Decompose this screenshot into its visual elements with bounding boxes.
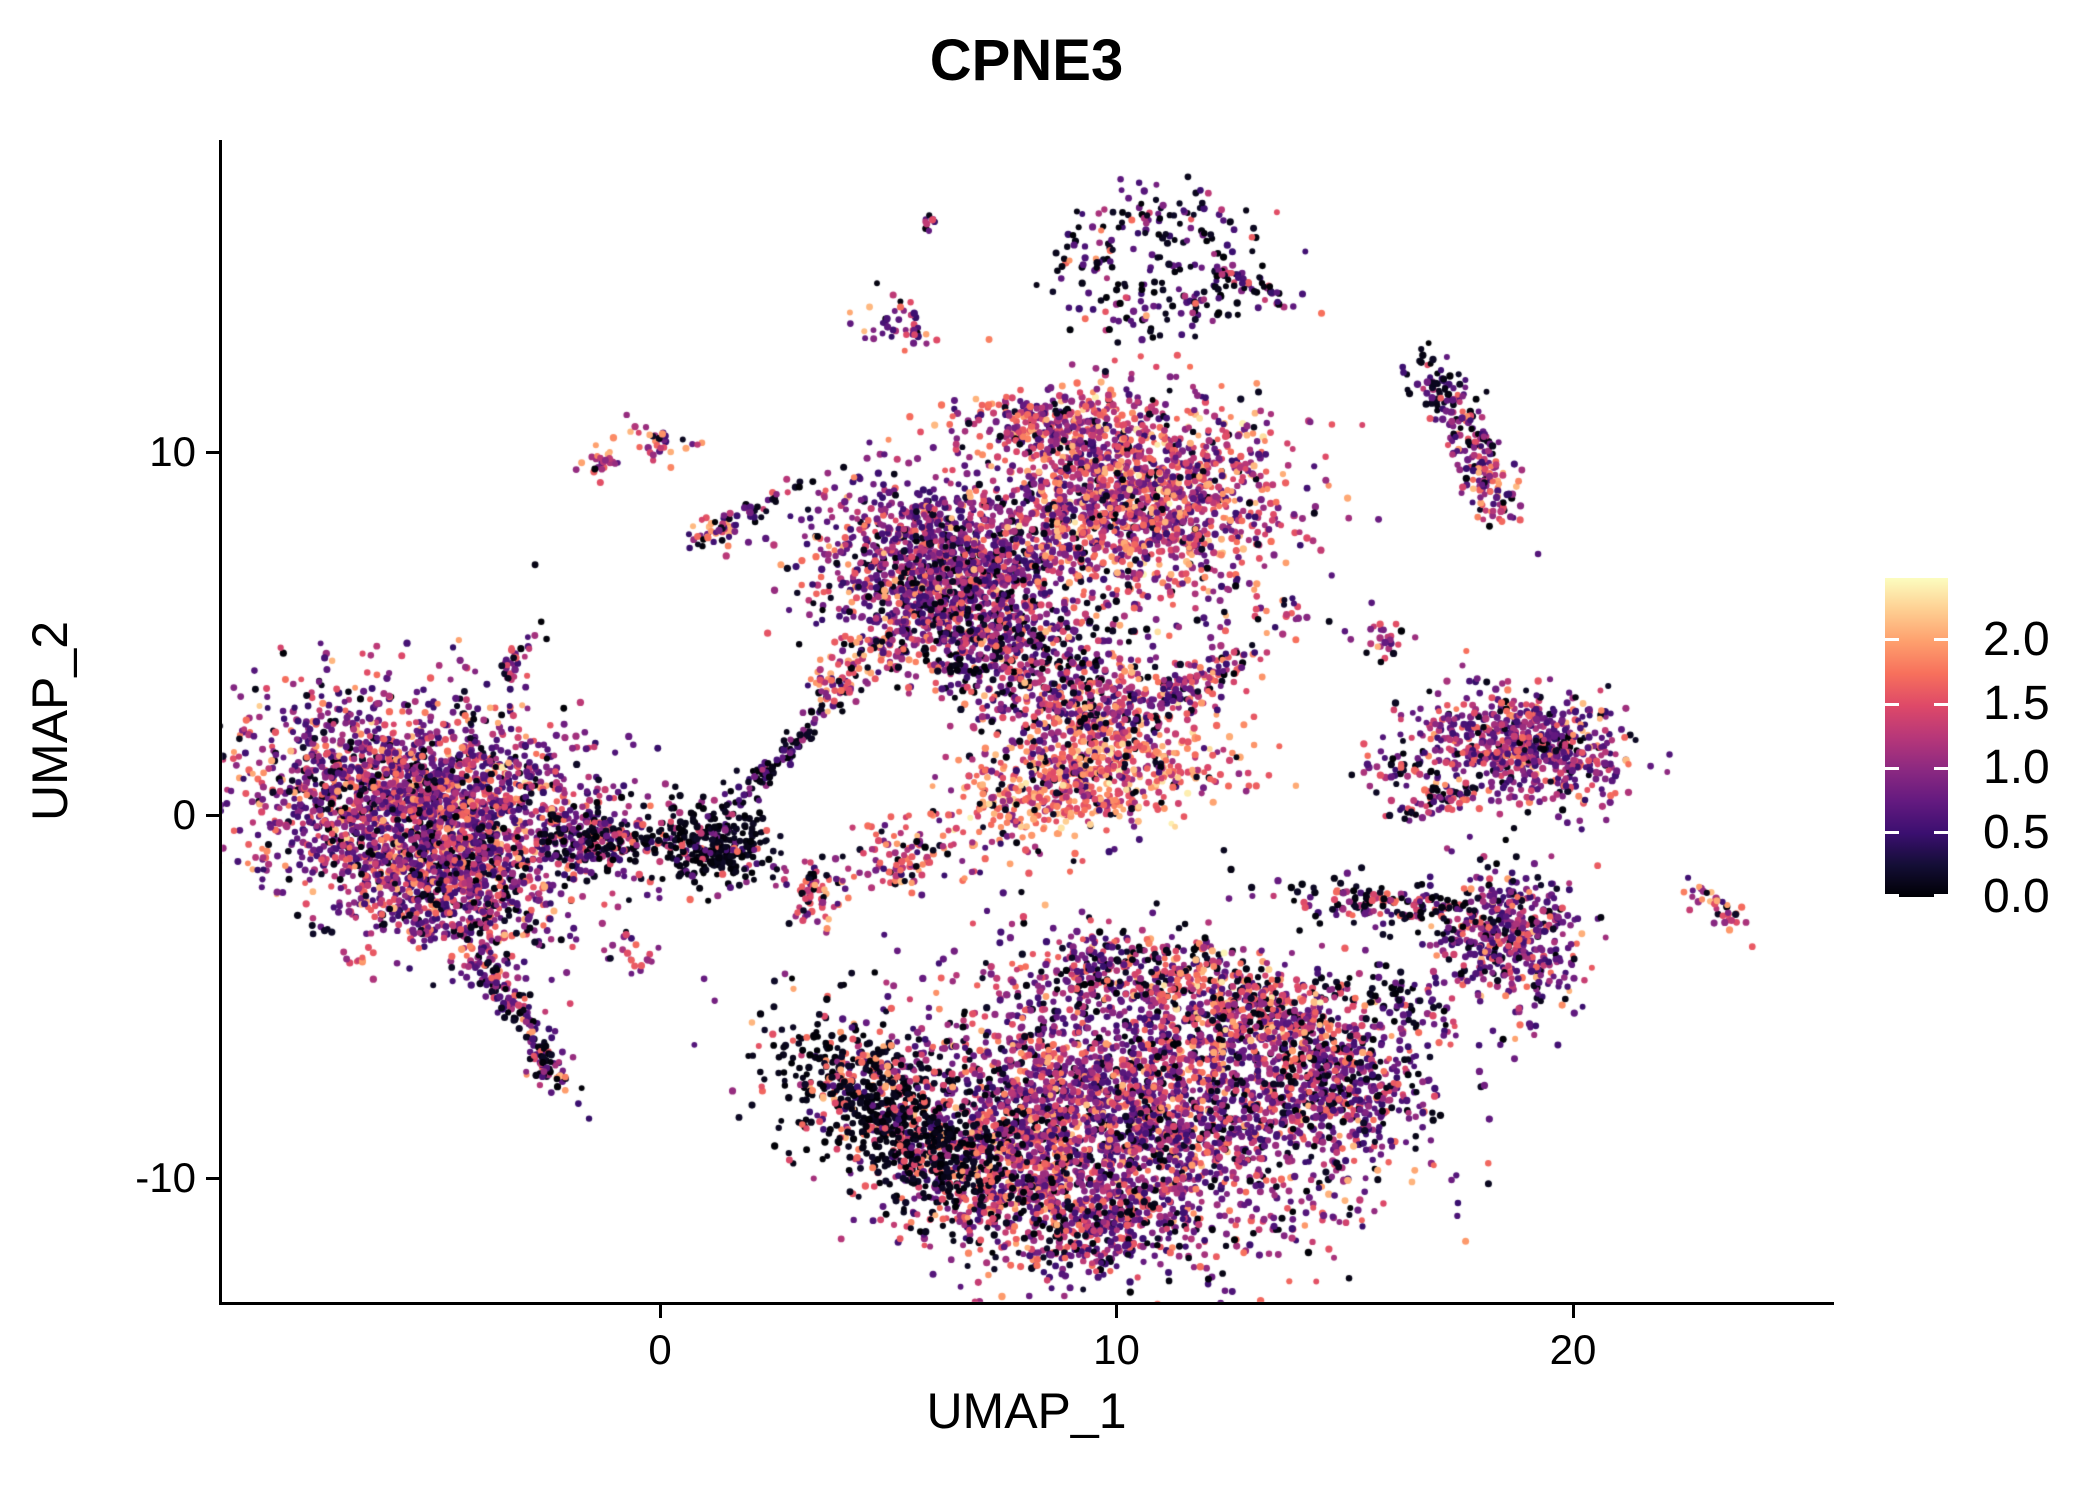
colorbar-tick-dash	[1934, 831, 1948, 835]
x-tick	[1115, 1305, 1118, 1318]
y-tick	[206, 450, 219, 454]
x-tick-label: 20	[1549, 1326, 1597, 1373]
y-axis-line	[219, 140, 222, 1305]
colorbar-tick-dash	[1885, 894, 1899, 897]
page-title: CPNE3	[929, 28, 1124, 93]
y-axis-title: UMAP_2	[22, 620, 78, 822]
colorbar-tick-label: 0.0	[1983, 870, 2050, 923]
y-tick	[206, 813, 219, 817]
y-tick-label: 10	[149, 428, 196, 475]
colorbar-tick-dash	[1885, 638, 1899, 642]
colorbar-tick-label: 0.5	[1983, 805, 2050, 859]
x-tick	[658, 1305, 662, 1318]
colorbar-tick-label: 2.0	[1983, 612, 2050, 666]
x-axis-title: UMAP_1	[926, 1383, 1127, 1439]
colorbar-tick-label: 1.0	[1983, 741, 2050, 795]
colorbar-tick-dash	[1885, 766, 1899, 770]
colorbar-tick-dash	[1934, 766, 1948, 770]
x-tick-label: 10	[1093, 1326, 1140, 1373]
y-tick-label: -10	[135, 1154, 196, 1201]
colorbar-tick-label: 1.5	[1983, 677, 2050, 731]
colorbar-tick-dash	[1934, 894, 1948, 897]
colorbar	[1885, 578, 1948, 897]
colorbar-tick-dash	[1885, 831, 1899, 835]
y-tick-label: 0	[172, 791, 196, 838]
x-tick	[1571, 1305, 1575, 1318]
colorbar-tick-dash	[1934, 638, 1948, 642]
colorbar-tick-dash	[1885, 702, 1899, 706]
x-axis-line	[219, 1302, 1834, 1305]
x-tick-label: 0	[648, 1326, 672, 1373]
colorbar-tick-dash	[1934, 702, 1948, 706]
y-tick	[206, 1176, 219, 1180]
